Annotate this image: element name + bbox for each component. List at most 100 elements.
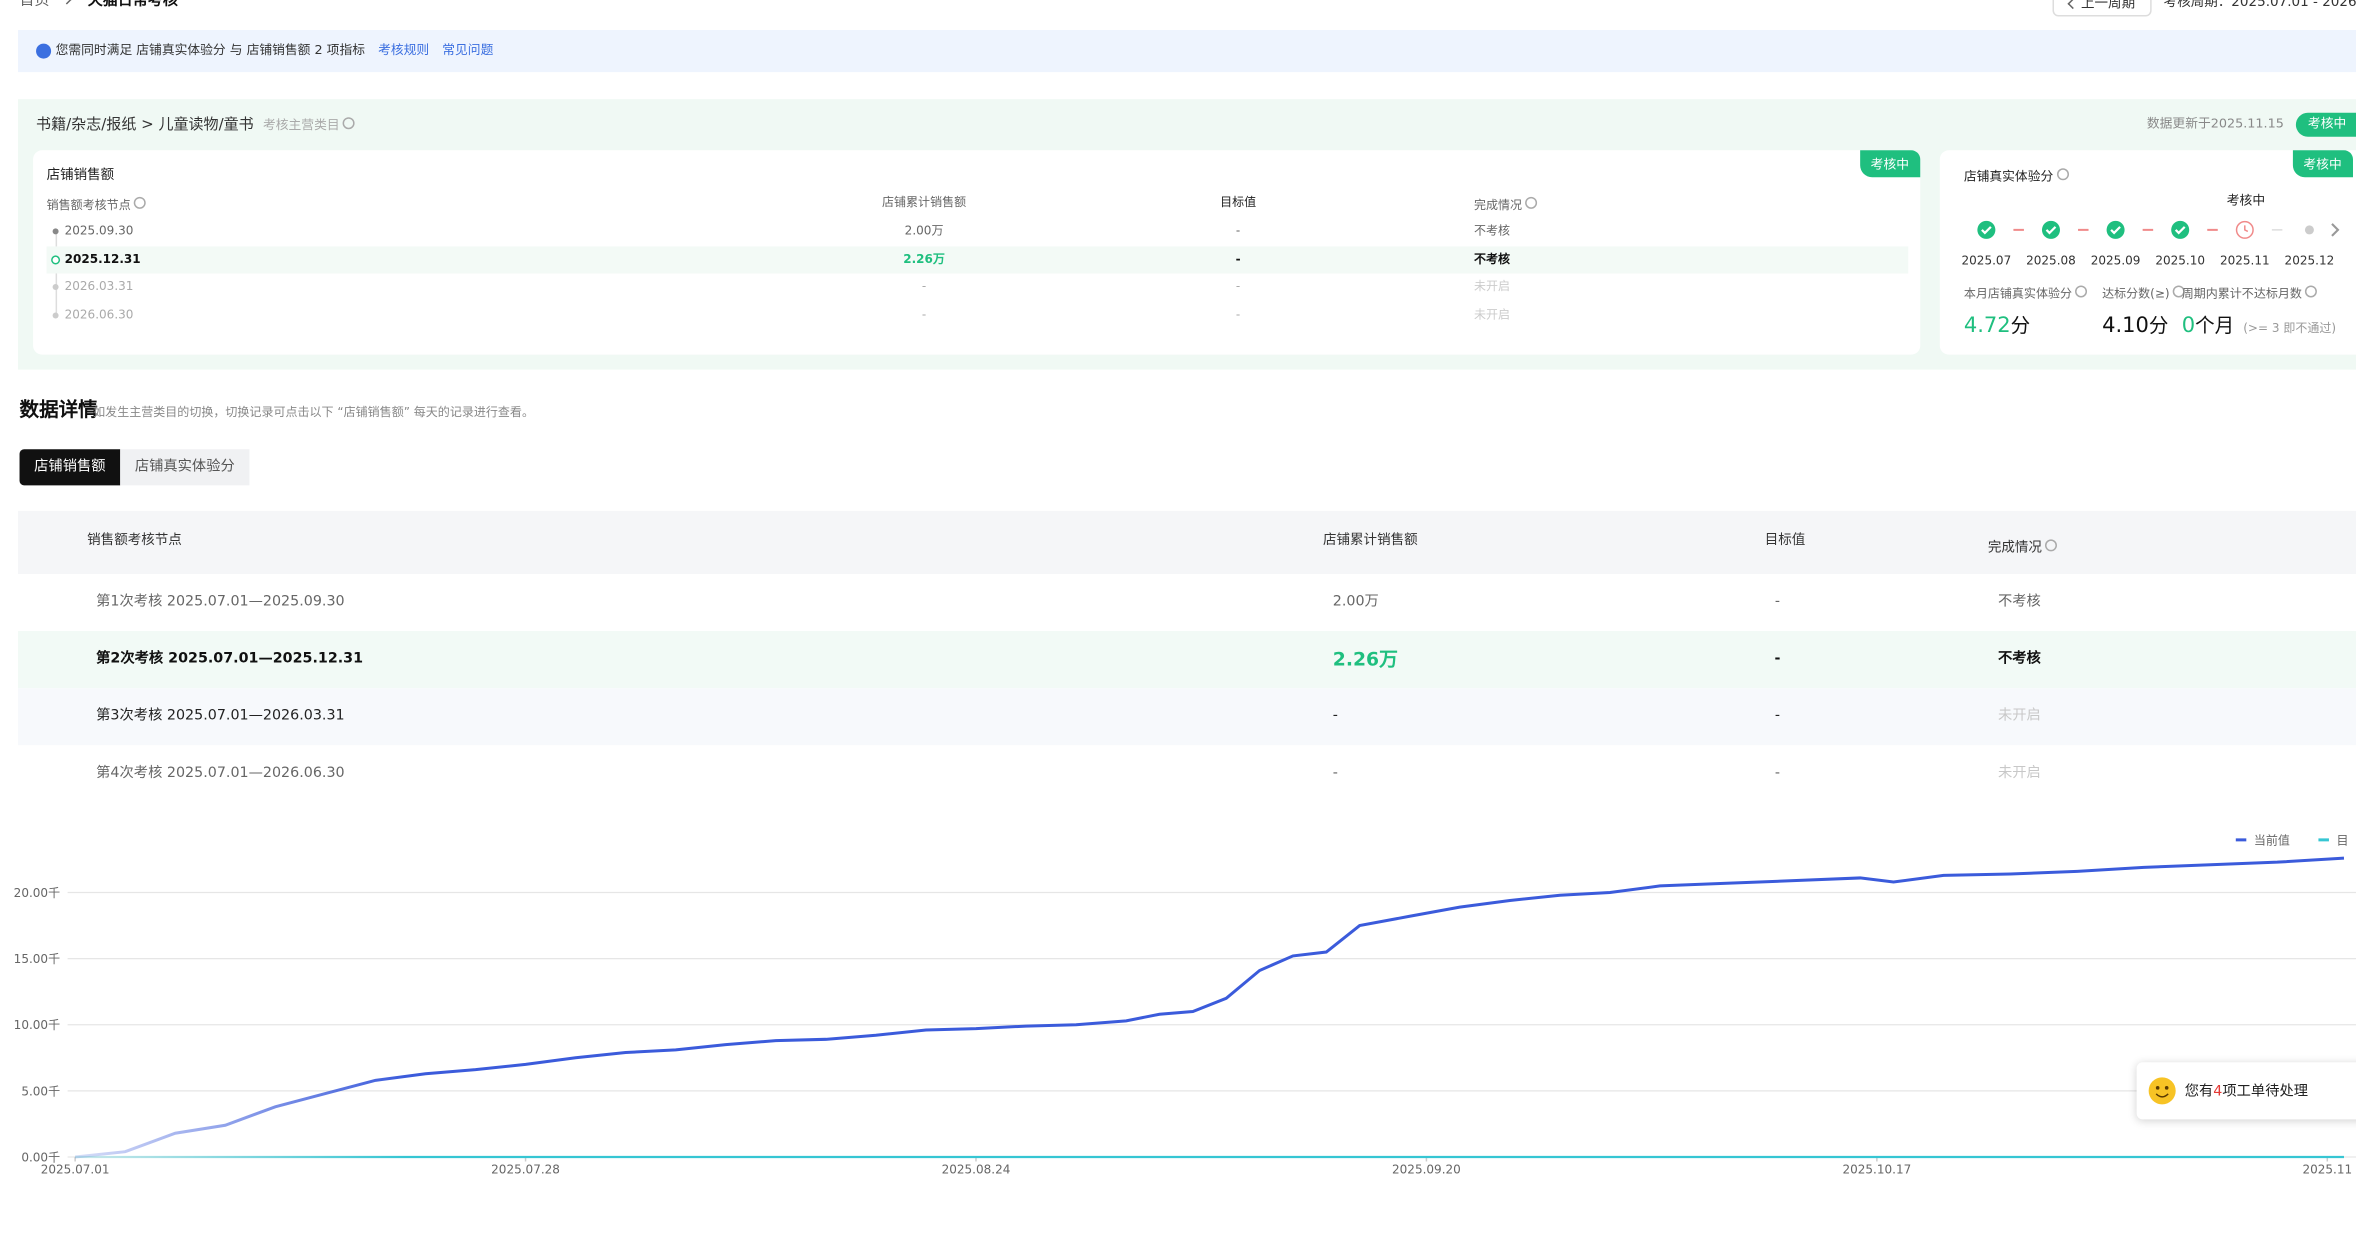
month-label: 2025.11 — [2219, 253, 2270, 268]
part — [2155, 1093, 2169, 1098]
sales-cell: 2.26万 — [903, 252, 945, 266]
x-tick-label: 2025.07.01 — [41, 1162, 110, 1176]
help-icon — [133, 196, 146, 209]
sales-cell: 2026.06.30 — [64, 308, 134, 322]
y-tick-label: 10.00千 — [14, 1018, 60, 1032]
tab-active[interactable]: 店铺销售额 — [19, 449, 121, 486]
sales-cell: 不考核 — [1474, 223, 1511, 238]
link[interactable]: 考核规则 — [378, 43, 430, 59]
sales-cell: 不考核 — [1474, 252, 1511, 266]
crumb-sep — [61, 0, 73, 5]
breadcrumb: 首页 天猫日常考核 — [20, 0, 178, 9]
todo-prefix: 您有 — [2184, 1083, 2214, 1100]
month-label: 2025.09 — [2090, 253, 2141, 268]
help-icon — [2304, 285, 2317, 298]
x-tick-label: 2025.09.20 — [1392, 1162, 1461, 1176]
help-icon — [2056, 168, 2069, 181]
part — [1981, 226, 1992, 235]
table-cell: - — [1774, 593, 1781, 611]
experience-tag: 考核中 — [2292, 150, 2353, 178]
table-cell: - — [1774, 708, 1781, 725]
x-tick-label: 2025.10.17 — [1842, 1162, 1911, 1176]
category-note: 考核主营类目 — [262, 118, 340, 134]
notice: 您需同时满足 店铺真实体验分 与 店铺销售额 2 项指标 考核规则 常见问题 — [56, 45, 494, 58]
metric-unit: 分 — [2148, 315, 2169, 339]
sales-col-header: 销售额考核节点 — [47, 196, 146, 212]
details-title: 数据详情 — [19, 399, 98, 423]
table-cell: 不考核 — [1997, 650, 2041, 668]
prev-text: 上一周期 — [2081, 0, 2136, 13]
month-label: 2025.12 — [2284, 253, 2335, 268]
table-cell: 第4次考核 2025.07.01—2026.06.30 — [96, 765, 345, 782]
sales-col-header: 目标值 — [1220, 195, 1257, 209]
y-tick-label: 0.00千 — [21, 1150, 60, 1164]
metric-value: 4.72分 — [1964, 313, 2030, 337]
x-tick-label: 2025.08.24 — [942, 1162, 1011, 1176]
sales-cell: 未开启 — [1474, 279, 1511, 293]
month-label: 2025.10 — [2155, 253, 2206, 268]
y-tick-label: 15.00千 — [14, 952, 60, 966]
category-text: 书籍/杂志/报纸 > 儿童读物/童书 — [36, 117, 254, 134]
category: 书籍/杂志/报纸 > 儿童读物/童书 考核主营类目 — [36, 117, 355, 134]
metric-note: (>= 3 即不通过) — [2243, 321, 2337, 336]
table-row — [18, 745, 2356, 803]
table-cell: 第2次考核 2025.07.01—2025.12.31 — [96, 650, 364, 668]
x-tick-label: 2025.07.28 — [491, 1162, 560, 1176]
metric-label: 周期内累计不达标月数 — [2182, 285, 2317, 300]
period: 考核周期：2025.07.01 - 2026.0 — [2163, 0, 2356, 11]
current-label: 考核中 — [2226, 193, 2266, 209]
table-col-header: 目标值 — [1764, 533, 1806, 549]
table-cell: 2.26万 — [1332, 647, 1398, 670]
timeline-dot — [52, 283, 59, 290]
table-cell: - — [1774, 650, 1781, 668]
part — [2164, 1086, 2169, 1090]
sales-cell: 2025.12.31 — [64, 252, 141, 266]
legend-label: 目 — [2336, 833, 2348, 847]
sales-cell: - — [1235, 279, 1241, 293]
tab[interactable]: 店铺真实体验分 — [120, 449, 250, 486]
step-icons — [1977, 220, 2340, 239]
metric-label: 本月店铺真实体验分 — [1964, 285, 2088, 300]
sales-cell: 2.00万 — [904, 223, 944, 238]
crumb: 首页 — [19, 0, 50, 10]
sales-cell: 2026.03.31 — [64, 279, 134, 293]
status-badge: 考核中 — [2295, 112, 2356, 137]
part — [2174, 226, 2186, 235]
timeline-dot — [52, 312, 59, 319]
sales-cell: - — [1235, 223, 1241, 238]
legend-label: 当前值 — [2254, 832, 2290, 847]
line-series — [74, 856, 2345, 1159]
info-icon — [36, 43, 52, 59]
part — [2155, 1086, 2160, 1090]
table-cell: 未开启 — [1997, 708, 2041, 725]
metric-label: 达标分数(≥) — [2102, 285, 2185, 300]
timeline — [55, 231, 58, 318]
sales-cell: 2025.09.30 — [64, 223, 134, 238]
help-icon — [2044, 539, 2057, 552]
x-tick-label: 2025.11 — [2302, 1162, 2352, 1176]
link[interactable]: 常见问题 — [442, 43, 494, 59]
next-arrow — [2331, 223, 2340, 237]
help-icon — [2075, 285, 2088, 298]
crumb: 天猫日常考核 — [87, 0, 178, 10]
sales-cell: - — [921, 279, 927, 293]
sales-cell: - — [1235, 252, 1241, 266]
experience-card — [1939, 150, 2356, 355]
metric-number: 4.72 — [1963, 314, 2011, 339]
timeline-dot — [52, 228, 59, 235]
part — [2148, 1077, 2176, 1105]
help-icon — [1525, 196, 1538, 209]
table-header — [18, 510, 2356, 574]
y-tick-label: 5.00千 — [21, 1084, 60, 1098]
experience-title-text: 店铺真实体验分 — [1963, 169, 2054, 185]
todo-count: 4 — [2213, 1083, 2223, 1100]
month-label: 2025.07 — [1961, 253, 2012, 268]
chart: 0.00千 5.00千 10.00千 15.00千 20.00千 2025.07.01 20… — [14, 832, 2356, 1176]
sales-tag: 考核中 — [1860, 150, 1920, 178]
details-subtitle: 如发生主营类目的切换，切换记录可点击以下 “店铺销售额” 每天的记录进行查看。 — [93, 405, 534, 420]
smiley — [2148, 1077, 2176, 1105]
metric-unit: 分 — [2010, 315, 2031, 339]
sales-cell: 未开启 — [1474, 308, 1511, 322]
part — [2110, 226, 2121, 235]
prev-button[interactable]: 上一周期 — [2052, 0, 2152, 17]
